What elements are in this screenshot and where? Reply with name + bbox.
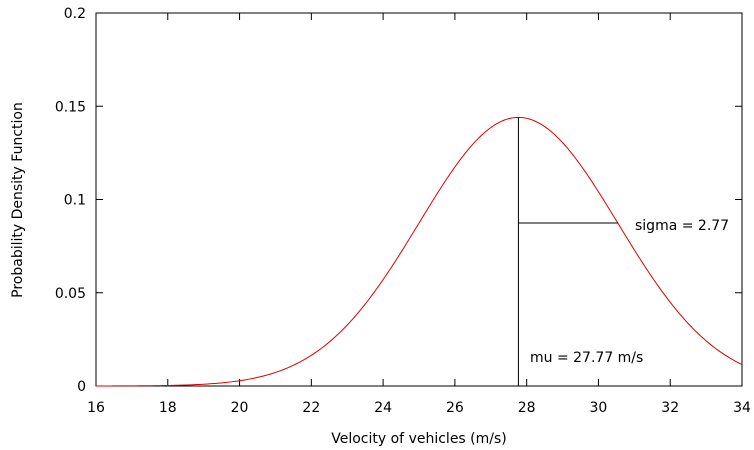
x-tick-label: 18 xyxy=(159,400,177,416)
ticks: 16 18 20 22 24 26 28 30 32 34 0 0.05 0.1 0.15 0.2 xyxy=(55,6,751,416)
x-tick-label: 26 xyxy=(446,400,464,416)
x-tick-label: 28 xyxy=(518,400,536,416)
x-tick-label: 32 xyxy=(661,400,679,416)
annotations-layer xyxy=(517,117,618,386)
y-tick-label: 0.2 xyxy=(64,6,86,22)
pdf-curve xyxy=(95,116,743,387)
x-tick-label: 30 xyxy=(590,400,608,416)
y-axis-label: Probability Density Function xyxy=(10,102,26,298)
x-tick-label: 22 xyxy=(302,400,320,416)
y-tick-label: 0.05 xyxy=(55,286,86,302)
x-tick-label: 34 xyxy=(733,400,751,416)
y-tick-label: 0 xyxy=(77,379,86,395)
mu-annotation: mu = 27.77 m/s xyxy=(530,350,643,366)
y-tick-label: 0.15 xyxy=(55,99,86,115)
x-axis-label: Velocity of vehicles (m/s) xyxy=(331,431,507,447)
sigma-annotation: sigma = 2.77 xyxy=(635,218,729,234)
x-tick-label: 16 xyxy=(87,400,105,416)
series-layer xyxy=(95,116,743,387)
x-tick-label: 24 xyxy=(374,400,392,416)
y-tick-label: 0.1 xyxy=(64,193,86,209)
x-tick-label: 20 xyxy=(231,400,249,416)
